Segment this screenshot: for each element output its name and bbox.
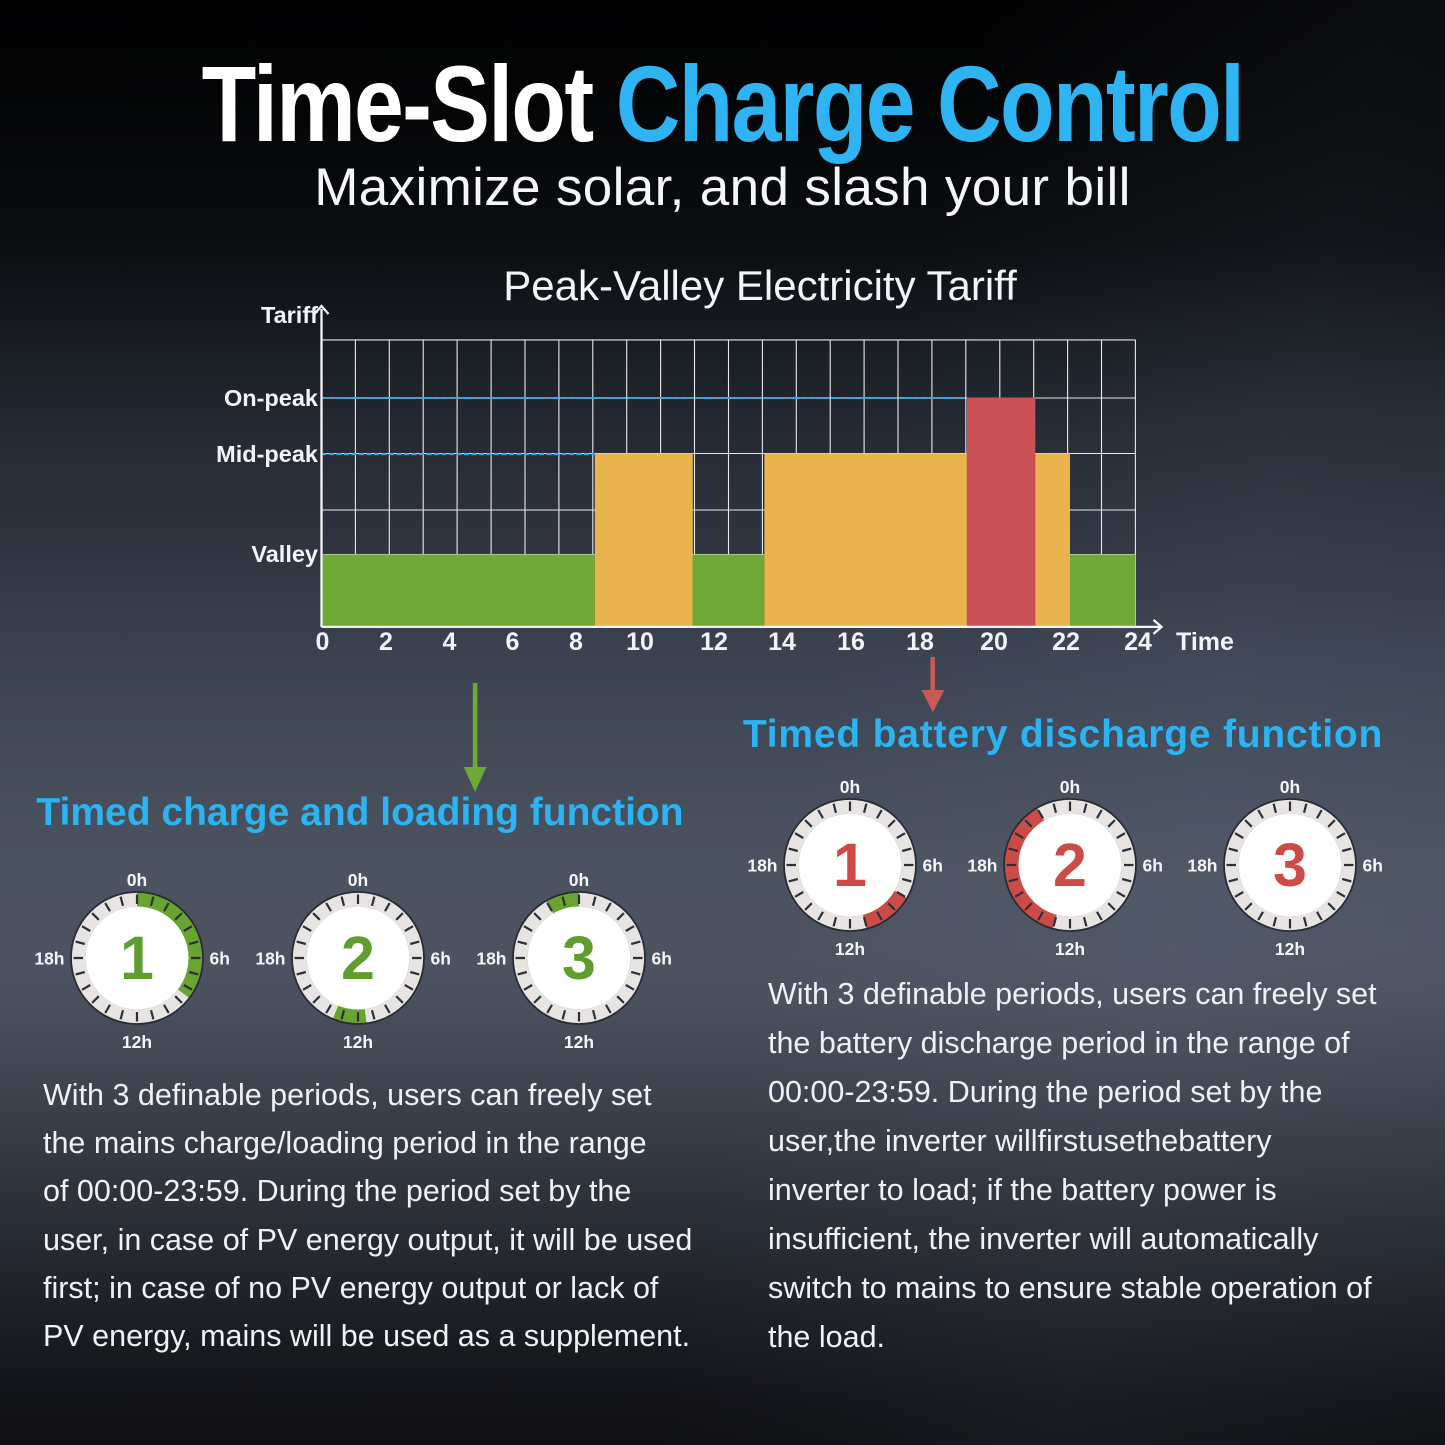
svg-text:12h: 12h — [343, 1032, 373, 1052]
svg-text:18h: 18h — [476, 949, 506, 969]
svg-text:2: 2 — [1053, 831, 1087, 899]
svg-text:6: 6 — [506, 628, 520, 656]
svg-text:6h: 6h — [652, 949, 672, 969]
svg-text:16: 16 — [837, 628, 865, 656]
svg-text:On-peak: On-peak — [224, 385, 319, 411]
svg-text:6h: 6h — [210, 949, 230, 969]
svg-text:6h: 6h — [923, 856, 943, 876]
svg-text:12h: 12h — [564, 1032, 594, 1052]
svg-text:18h: 18h — [34, 949, 64, 969]
svg-text:22: 22 — [1052, 628, 1080, 656]
svg-text:18: 18 — [906, 628, 934, 656]
svg-text:2: 2 — [379, 628, 393, 656]
svg-text:Time: Time — [1176, 628, 1234, 656]
svg-text:1: 1 — [120, 924, 154, 992]
svg-text:4: 4 — [443, 628, 457, 656]
svg-text:20: 20 — [980, 628, 1008, 656]
svg-text:18h: 18h — [1187, 856, 1217, 876]
svg-text:18h: 18h — [747, 856, 777, 876]
svg-text:1: 1 — [833, 831, 867, 899]
svg-text:Peak-Valley Electricity Tariff: Peak-Valley Electricity Tariff — [503, 262, 1017, 309]
svg-text:14: 14 — [768, 628, 796, 656]
svg-text:0h: 0h — [1280, 777, 1300, 797]
svg-text:0h: 0h — [348, 870, 368, 890]
svg-text:0h: 0h — [569, 870, 589, 890]
svg-text:6h: 6h — [1363, 856, 1383, 876]
svg-text:3: 3 — [562, 924, 596, 992]
svg-text:12h: 12h — [1275, 939, 1305, 959]
svg-text:12: 12 — [700, 628, 728, 656]
svg-text:3: 3 — [1273, 831, 1307, 899]
svg-text:12h: 12h — [122, 1032, 152, 1052]
svg-text:0h: 0h — [1060, 777, 1080, 797]
svg-text:Valley: Valley — [251, 541, 318, 567]
svg-text:18h: 18h — [255, 949, 285, 969]
svg-text:Tariff: Tariff — [261, 302, 318, 328]
svg-text:0: 0 — [316, 628, 330, 656]
svg-text:18h: 18h — [967, 856, 997, 876]
svg-text:Mid-peak: Mid-peak — [216, 441, 319, 467]
svg-text:6h: 6h — [431, 949, 451, 969]
svg-text:24: 24 — [1124, 628, 1152, 656]
svg-text:6h: 6h — [1143, 856, 1163, 876]
svg-text:12h: 12h — [835, 939, 865, 959]
svg-text:8: 8 — [569, 628, 583, 656]
svg-text:0h: 0h — [127, 870, 147, 890]
svg-text:0h: 0h — [840, 777, 860, 797]
svg-text:2: 2 — [341, 924, 375, 992]
svg-text:10: 10 — [626, 628, 654, 656]
svg-text:12h: 12h — [1055, 939, 1085, 959]
